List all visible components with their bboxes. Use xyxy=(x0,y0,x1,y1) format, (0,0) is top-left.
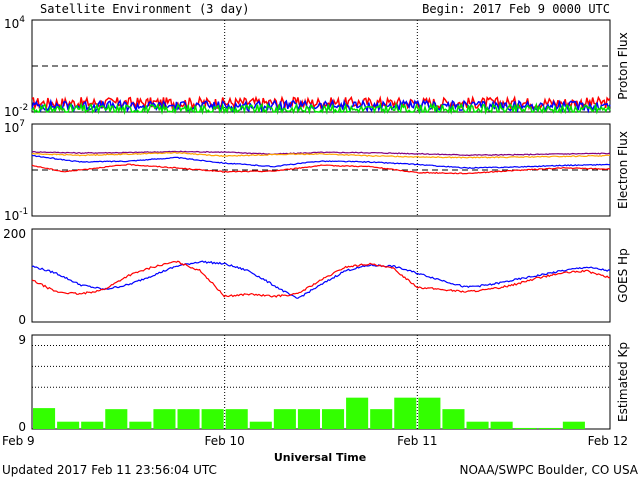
updated-label: Updated 2017 Feb 11 23:56:04 UTC xyxy=(2,463,217,477)
kp-bar xyxy=(33,408,56,429)
kp-bar xyxy=(490,421,513,429)
kp-bar xyxy=(273,409,296,429)
series-line-4 xyxy=(31,163,611,175)
y-axis-label: Electron Flux xyxy=(616,131,630,209)
kp-bar xyxy=(105,409,128,429)
panel-2: 107 10-1 Electron Flux xyxy=(4,119,630,223)
kp-bar xyxy=(346,397,369,429)
series-line-2 xyxy=(31,151,611,159)
panels: 104 10-2 Proton Flux 107 10-1 Electron Flux 20… xyxy=(2,15,630,448)
panel-1: 104 10-2 Proton Flux xyxy=(4,15,630,119)
kp-bar xyxy=(418,397,441,429)
series-line-3 xyxy=(31,101,611,115)
y-tick-label: 0 xyxy=(18,313,26,327)
x-tick-label: Feb 12 xyxy=(588,434,628,448)
kp-bar xyxy=(297,409,320,429)
y-tick-label: 10-1 xyxy=(4,207,28,223)
kp-bar xyxy=(466,421,489,429)
series-line-1 xyxy=(31,260,611,299)
kp-bar xyxy=(370,409,393,429)
panel-3: 200 0 GOES Hp xyxy=(3,227,630,327)
kp-bar xyxy=(153,409,176,429)
kp-bar xyxy=(394,397,417,429)
kp-bar xyxy=(225,409,248,429)
x-axis-title: Universal Time xyxy=(274,451,366,464)
kp-bar xyxy=(562,421,585,429)
x-tick-label: Feb 10 xyxy=(204,434,244,448)
kp-bar xyxy=(249,421,272,429)
y-tick-label: 10-2 xyxy=(4,103,28,119)
series-line-3 xyxy=(31,154,611,169)
kp-bar xyxy=(538,427,561,429)
series-line-2 xyxy=(31,260,610,298)
kp-bar xyxy=(81,421,104,429)
chart-title: Satellite Environment (3 day) xyxy=(40,2,250,16)
kp-bar xyxy=(442,409,465,429)
y-axis-label: Proton Flux xyxy=(616,32,630,99)
kp-bar xyxy=(322,409,345,429)
kp-bar xyxy=(201,409,224,429)
kp-bar xyxy=(129,421,152,429)
begin-label: Begin: 2017 Feb 9 0000 UTC xyxy=(422,2,610,16)
x-tick-label: Feb 11 xyxy=(397,434,437,448)
kp-bar xyxy=(177,409,200,429)
kp-bar xyxy=(514,427,537,429)
series-line-2 xyxy=(31,98,611,114)
panel-frame xyxy=(31,228,611,323)
y-tick-label: 200 xyxy=(3,227,26,241)
y-axis-label: GOES Hp xyxy=(616,248,630,302)
series-line-1 xyxy=(31,95,611,111)
panel-4: 9 0 Estimated Kp xyxy=(18,333,630,434)
y-axis-label: Estimated Kp xyxy=(616,342,630,422)
panel-frame xyxy=(31,334,611,430)
y-tick-label: 104 xyxy=(4,15,25,31)
series-line-1 xyxy=(31,150,611,157)
y-tick-label: 9 xyxy=(18,333,26,347)
kp-bar xyxy=(57,421,80,429)
y-tick-label: 107 xyxy=(4,119,25,135)
x-tick-label: Feb 9 xyxy=(2,434,35,448)
credit-label: NOAA/SWPC Boulder, CO USA xyxy=(460,463,639,477)
y-tick-label: 0 xyxy=(18,420,26,434)
